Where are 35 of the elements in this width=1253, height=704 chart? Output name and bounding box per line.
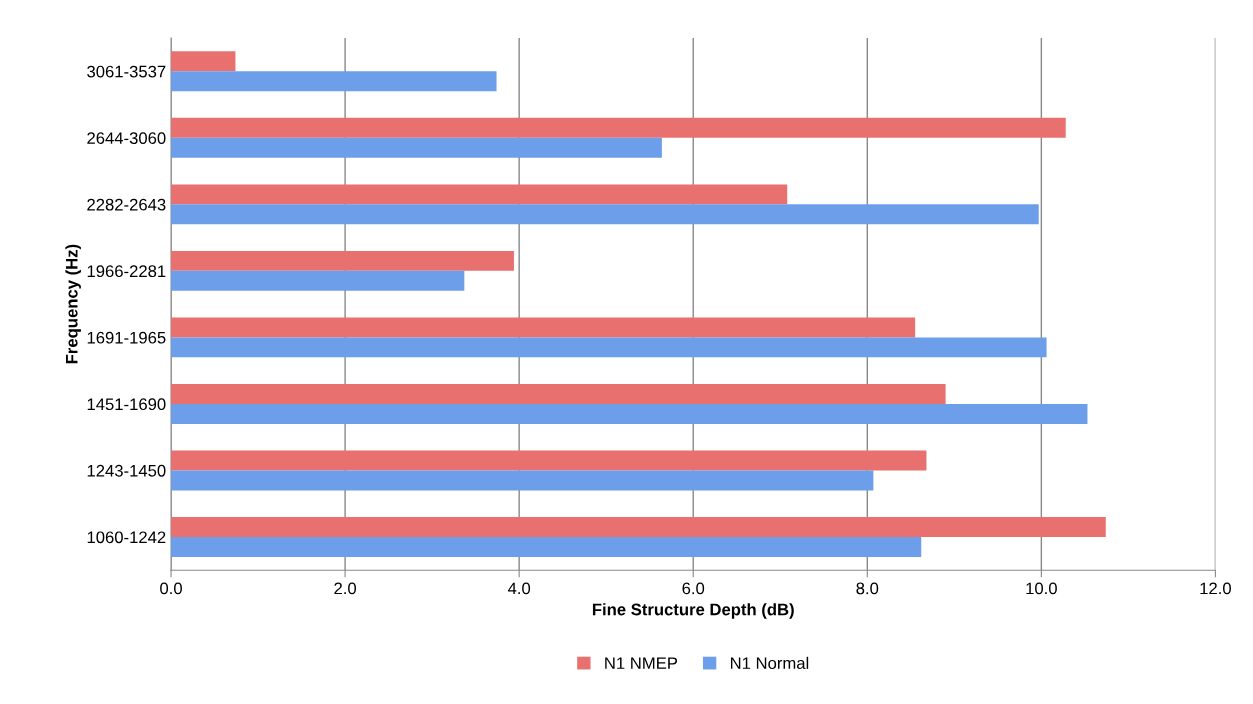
bar bbox=[171, 137, 662, 158]
y-tick-label: 1243-1450 bbox=[87, 464, 166, 477]
y-tick-label: 3061-3537 bbox=[87, 65, 166, 78]
x-tick-label: 8.0 bbox=[856, 582, 879, 595]
bar bbox=[171, 184, 788, 205]
bar bbox=[171, 317, 916, 338]
bar bbox=[171, 450, 927, 471]
bar bbox=[171, 536, 922, 557]
bar bbox=[171, 470, 874, 491]
x-tick-label: 12.0 bbox=[1200, 582, 1231, 595]
bar bbox=[171, 337, 1047, 358]
y-tick-label: 1060-1242 bbox=[87, 531, 166, 544]
bar bbox=[171, 51, 236, 72]
y-tick-label: 1966-2281 bbox=[87, 265, 166, 278]
x-tick-label: 10.0 bbox=[1026, 582, 1057, 595]
legend-label: N1 Normal bbox=[730, 656, 809, 670]
bar bbox=[171, 117, 1066, 138]
legend-label: N1 NMEP bbox=[605, 657, 678, 669]
bar bbox=[171, 517, 1106, 537]
bar bbox=[171, 270, 465, 291]
x-tick-label: 6.0 bbox=[682, 582, 705, 595]
y-tick-label: 1691-1965 bbox=[87, 331, 166, 344]
y-axis-title: Frequency (Hz) bbox=[65, 244, 81, 364]
x-tick-label: 2.0 bbox=[334, 582, 357, 595]
x-tick-label: 0.0 bbox=[160, 582, 182, 595]
bar bbox=[171, 250, 514, 271]
bar bbox=[171, 204, 1039, 225]
x-axis-title: Fine Structure Depth (dB) bbox=[592, 603, 794, 619]
y-tick-label: 1451-1690 bbox=[87, 398, 166, 411]
y-tick-label: 2644-3060 bbox=[87, 132, 166, 145]
y-tick-label: 2282-2643 bbox=[87, 198, 166, 211]
bar bbox=[171, 71, 497, 92]
bar bbox=[171, 403, 1088, 424]
bar bbox=[171, 383, 946, 404]
x-tick-label: 4.0 bbox=[507, 582, 531, 595]
